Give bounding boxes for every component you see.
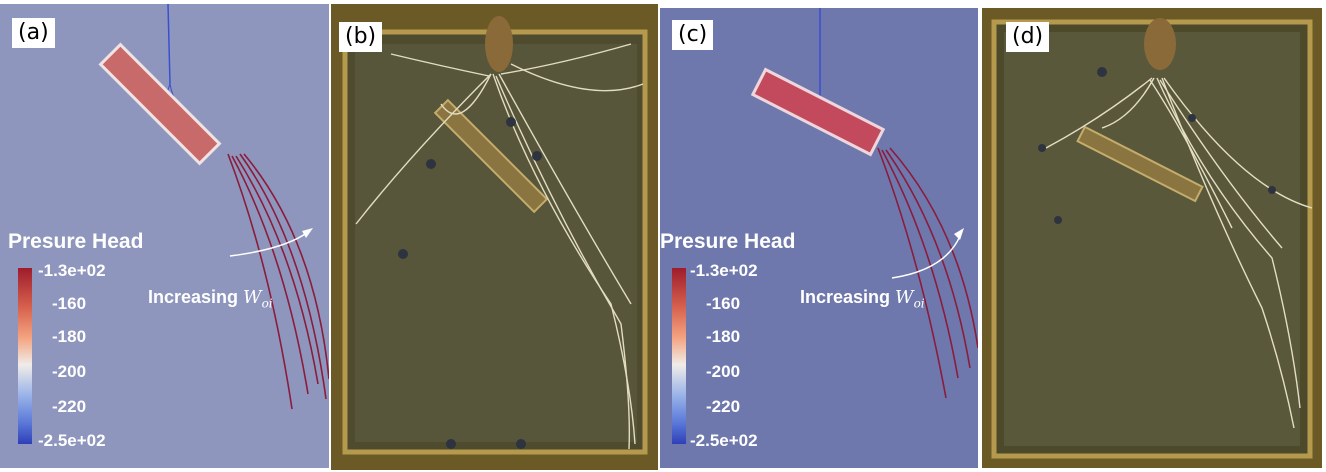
legend-title-c: Presure Head <box>660 230 796 253</box>
colorbar-tick-c-3: -200 <box>706 362 741 381</box>
colorbar-c <box>672 268 686 444</box>
dark-spots-b <box>398 117 542 449</box>
roots-d <box>1045 77 1313 429</box>
legend-title-a: Presure Head <box>8 230 144 253</box>
root-paths-a <box>227 153 329 410</box>
colorbar-tick-a-3: -200 <box>52 362 87 381</box>
horizontal-object-b <box>433 98 549 214</box>
panel-label-c: (c) <box>672 20 714 50</box>
simulation-drawing-c <box>750 8 978 399</box>
simulation-panel-c: (c) Presure Head -1.3e+02 -160 -180 -200… <box>660 8 978 468</box>
horizontal-object-a <box>98 42 222 166</box>
simulation-panel-a: (a) Presure Head -1.3e+02 -160 -180 -200… <box>0 4 329 468</box>
colorbar-tick-a-0: -1.3e+02 <box>38 261 106 280</box>
root-paths-c <box>877 147 978 399</box>
colorbar-a <box>18 268 32 444</box>
panel-label-a: (a) <box>12 18 55 48</box>
horizontal-object-d <box>1076 125 1204 203</box>
photo-panel-b: (b) <box>331 4 658 470</box>
colorbar-tick-c-4: -220 <box>706 397 741 416</box>
colorbar-tick-a-2: -180 <box>52 327 87 346</box>
panel-label-b: (b) <box>339 22 383 52</box>
photo-panel-d: (d) <box>982 8 1322 468</box>
colorbar-tick-a-4: -220 <box>52 397 87 416</box>
colorbar-tick-a-5: -2.5e+02 <box>38 431 106 450</box>
colorbar-tick-c-0: -1.3e+02 <box>690 261 758 280</box>
annotation-c: Increasing Woi <box>800 287 925 311</box>
dark-spots-d <box>1038 67 1276 224</box>
colorbar-tick-c-5: -2.5e+02 <box>690 431 758 450</box>
roots-b <box>355 43 644 450</box>
simulation-drawing-a <box>98 4 329 410</box>
photo-drawing-b <box>331 4 658 470</box>
horizontal-object-c <box>750 67 886 157</box>
photo-drawing-d <box>982 8 1322 468</box>
colorbar-tick-c-1: -160 <box>706 294 741 313</box>
colorbar-tick-a-1: -160 <box>52 294 87 313</box>
colorbar-tick-c-2: -180 <box>706 327 741 346</box>
annotation-a: Increasing Woi <box>148 287 273 311</box>
panel-label-d: (d) <box>1006 22 1050 52</box>
